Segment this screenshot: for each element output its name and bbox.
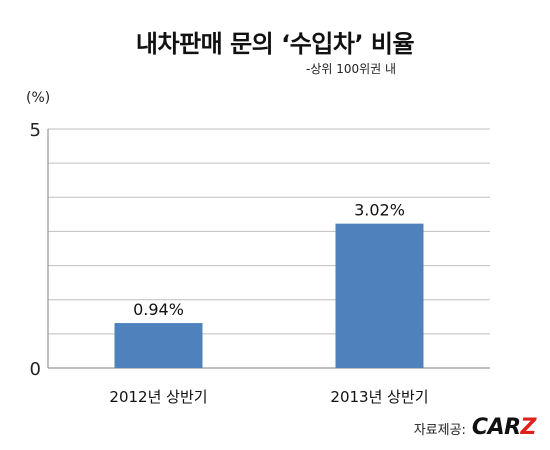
data-label: 0.94% <box>133 300 184 319</box>
bar <box>114 323 203 368</box>
bar <box>335 223 424 368</box>
chart-title: 내차판매 문의 ‘수입차’ 비율 <box>135 30 415 58</box>
carz-logo: CARZ <box>471 415 537 440</box>
data-label: 3.02% <box>354 201 405 220</box>
source-label: 자료제공: <box>413 423 466 438</box>
x-tick-label: 2013년 상반기 <box>330 388 428 406</box>
y-axis-unit-label: (%) <box>26 90 51 106</box>
y-tick-label: 0 <box>30 359 41 380</box>
source-credit: 자료제공: CARZ <box>413 415 537 440</box>
y-tick-label: 5 <box>30 120 41 141</box>
x-tick-label: 2012년 상반기 <box>109 388 207 406</box>
chart-subtitle: -상위 100위권 내 <box>306 62 397 76</box>
